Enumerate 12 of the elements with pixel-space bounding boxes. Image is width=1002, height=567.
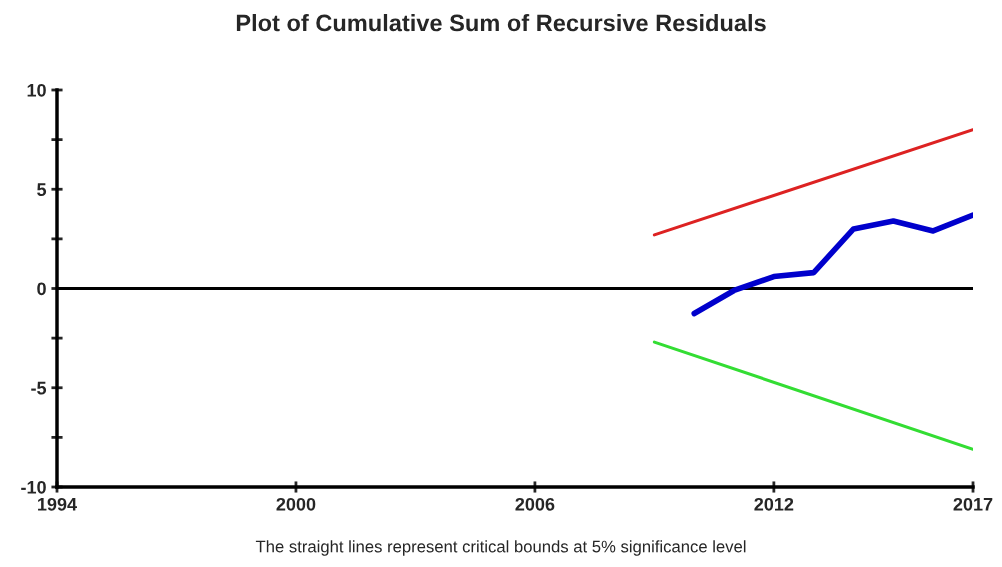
- text: The straight lines represent critical bounds at 5% significance level: [255, 540, 746, 556]
- y-tick-label: 10: [27, 83, 46, 97]
- y-tick-label: 5: [37, 183, 47, 196]
- x-tick-label: 2006: [515, 497, 555, 511]
- x-tick-label: 1994: [38, 497, 77, 511]
- y-tick-label: -10: [21, 480, 46, 494]
- y-tick-label: -5: [31, 381, 47, 395]
- x-tick-label: 2000: [276, 497, 316, 511]
- x-tick-label: 2012: [754, 497, 794, 511]
- y-tick-label: 0: [37, 282, 46, 296]
- chart-title: Plot of Cumulative Sum of Recursive Residuals: [236, 14, 766, 32]
- x-tick-label: 2017: [953, 497, 993, 511]
